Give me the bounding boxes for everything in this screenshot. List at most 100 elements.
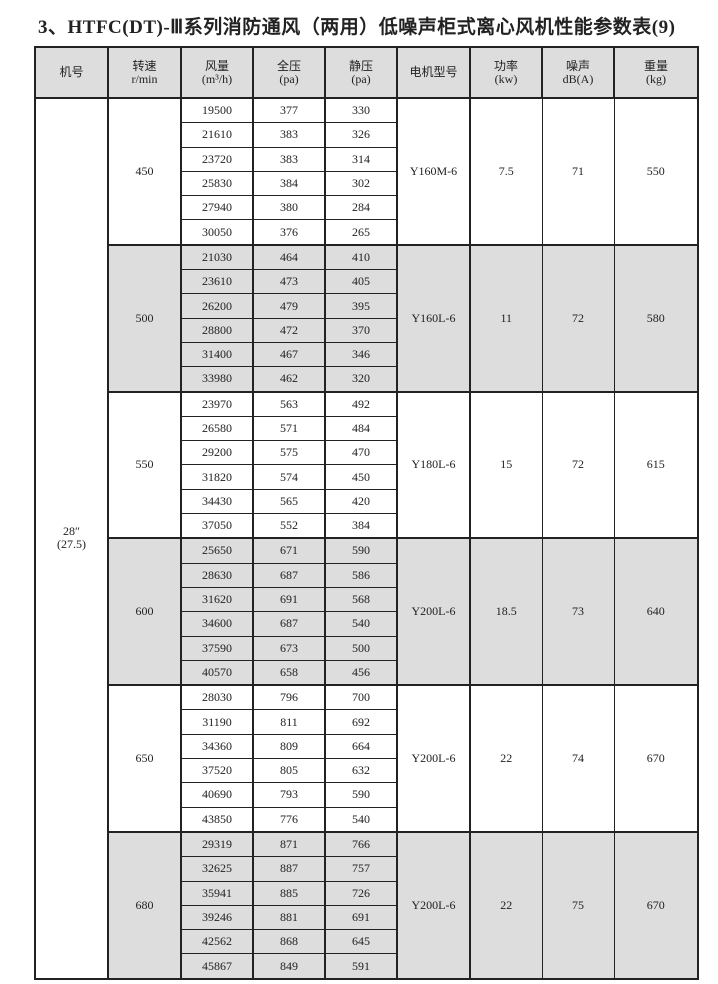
- static-pressure-cell: 766: [324, 830, 398, 858]
- column-header: 重量 (kg): [613, 46, 699, 99]
- static-pressure-cell: 284: [324, 195, 398, 221]
- static-pressure-cell: 456: [324, 659, 398, 686]
- power-cell: 22: [469, 830, 543, 980]
- table-row: 31820 574 450: [35, 464, 698, 490]
- machine-number: 28″: [63, 524, 80, 539]
- machine-number-alt: (27.5): [57, 537, 86, 552]
- airflow-cell: 23610: [180, 269, 254, 295]
- motor-model-cell: Y160M-6: [396, 97, 471, 246]
- airflow-cell: 33980: [180, 366, 254, 393]
- airflow-cell: 35941: [180, 880, 254, 906]
- noise-cell: 72: [541, 390, 615, 539]
- static-pressure-cell: 410: [324, 243, 398, 271]
- table-row: 23610 473 405: [35, 269, 698, 295]
- static-pressure-cell: 664: [324, 733, 398, 760]
- header-row: 机号 转速 r/min 风量 (m³/h) 全压 (pa) 静压 (pa) 电机型号 功率 (kw) 噪…: [34, 46, 699, 99]
- static-pressure-cell: 757: [324, 856, 398, 882]
- static-pressure-cell: 265: [324, 219, 398, 246]
- total-pressure-cell: 776: [252, 806, 326, 833]
- table-row: 26200 479 395: [35, 293, 698, 319]
- total-pressure-cell: 384: [252, 170, 326, 197]
- header-unit: dB(A): [562, 71, 594, 86]
- static-pressure-cell: 450: [324, 464, 398, 490]
- column-header: 功率 (kw): [469, 46, 543, 99]
- table-row: 37590 673 500: [35, 635, 698, 661]
- airflow-cell: 27940: [180, 195, 254, 221]
- weight-cell: 550: [613, 97, 699, 246]
- static-pressure-cell: 645: [324, 929, 398, 955]
- table-row: 34430 565 420: [35, 488, 698, 515]
- power-cell: 7.5: [469, 97, 543, 246]
- airflow-cell: 26580: [180, 415, 254, 442]
- table-row: 42562 868 645: [35, 929, 698, 955]
- header-label: 机号: [59, 65, 84, 79]
- total-pressure-cell: 871: [252, 830, 326, 858]
- column-header: 转速 r/min: [107, 46, 182, 99]
- total-pressure-cell: 377: [252, 97, 326, 124]
- static-pressure-cell: 470: [324, 440, 398, 466]
- column-header: 噪声 dB(A): [541, 46, 615, 99]
- airflow-cell: 25650: [180, 537, 254, 564]
- header-label: 重量: [643, 58, 668, 73]
- airflow-cell: 37520: [180, 758, 254, 784]
- static-pressure-cell: 405: [324, 269, 398, 295]
- airflow-cell: 23720: [180, 146, 254, 172]
- column-header: 电机型号: [396, 46, 471, 99]
- header-label: 噪声: [565, 58, 590, 73]
- header-unit: (kg): [646, 71, 666, 86]
- total-pressure-cell: 881: [252, 904, 326, 931]
- airflow-cell: 28800: [180, 317, 254, 343]
- power-cell: 15: [469, 390, 543, 539]
- airflow-cell: 21610: [180, 122, 254, 148]
- table-row: 500 21030 464 410 Y160L-6 11 72 580: [35, 243, 699, 393]
- speed-cell: 600: [107, 537, 182, 686]
- table-row: 30050 376 265: [35, 219, 698, 246]
- total-pressure-cell: 383: [252, 122, 326, 148]
- table-row: 33980 462 320: [35, 366, 698, 393]
- total-pressure-cell: 472: [252, 317, 326, 343]
- total-pressure-cell: 552: [252, 513, 326, 539]
- weight-cell: 670: [613, 684, 699, 833]
- table-row: 37520 805 632: [35, 758, 698, 784]
- static-pressure-cell: 302: [324, 170, 398, 197]
- table-row: 31400 467 346: [35, 341, 698, 368]
- total-pressure-cell: 376: [252, 219, 326, 246]
- static-pressure-cell: 370: [324, 317, 398, 343]
- static-pressure-cell: 632: [324, 758, 398, 784]
- weight-cell: 640: [613, 537, 699, 686]
- table-row: 680 29319 871 766 Y200L-6 22 75 670: [35, 830, 699, 980]
- airflow-cell: 45867: [180, 953, 254, 980]
- static-pressure-cell: 384: [324, 513, 398, 539]
- total-pressure-cell: 464: [252, 243, 326, 271]
- airflow-cell: 23970: [180, 390, 254, 417]
- airflow-cell: 28630: [180, 562, 254, 588]
- total-pressure-cell: 565: [252, 488, 326, 515]
- total-pressure-cell: 793: [252, 782, 326, 808]
- header-unit: (pa): [351, 71, 371, 86]
- table-row: 29200 575 470: [35, 440, 698, 466]
- motor-model-cell: Y200L-6: [396, 537, 471, 686]
- static-pressure-cell: 540: [324, 806, 398, 833]
- static-pressure-cell: 540: [324, 611, 398, 637]
- static-pressure-cell: 590: [324, 537, 398, 564]
- static-pressure-cell: 692: [324, 709, 398, 735]
- table-row: 45867 849 591: [35, 953, 698, 980]
- total-pressure-cell: 691: [252, 586, 326, 613]
- total-pressure-cell: 658: [252, 659, 326, 686]
- table-row: 37050 552 384: [35, 513, 698, 539]
- airflow-cell: 40690: [180, 782, 254, 808]
- table-row: 28″ (27.5) 450 19500 377 330 Y160M-6 7.5 71 550: [34, 97, 699, 980]
- airflow-cell: 39246: [180, 904, 254, 931]
- total-pressure-cell: 811: [252, 709, 326, 735]
- static-pressure-cell: 346: [324, 341, 398, 368]
- table-row: 550 23970 563 492 Y180L-6 15 72 615: [35, 390, 699, 539]
- static-pressure-cell: 700: [324, 684, 398, 711]
- performance-table: 机号 转速 r/min 风量 (m³/h) 全压 (pa) 静压 (pa) 电机型号 功率 (kw) 噪…: [34, 46, 699, 980]
- table-row: 35941 885 726: [35, 880, 698, 906]
- noise-cell: 75: [541, 830, 615, 980]
- total-pressure-cell: 849: [252, 953, 326, 980]
- airflow-cell: 26200: [180, 293, 254, 319]
- speed-cell: 450: [107, 97, 182, 246]
- speed-cell: 550: [107, 390, 182, 539]
- power-cell: 22: [469, 684, 543, 833]
